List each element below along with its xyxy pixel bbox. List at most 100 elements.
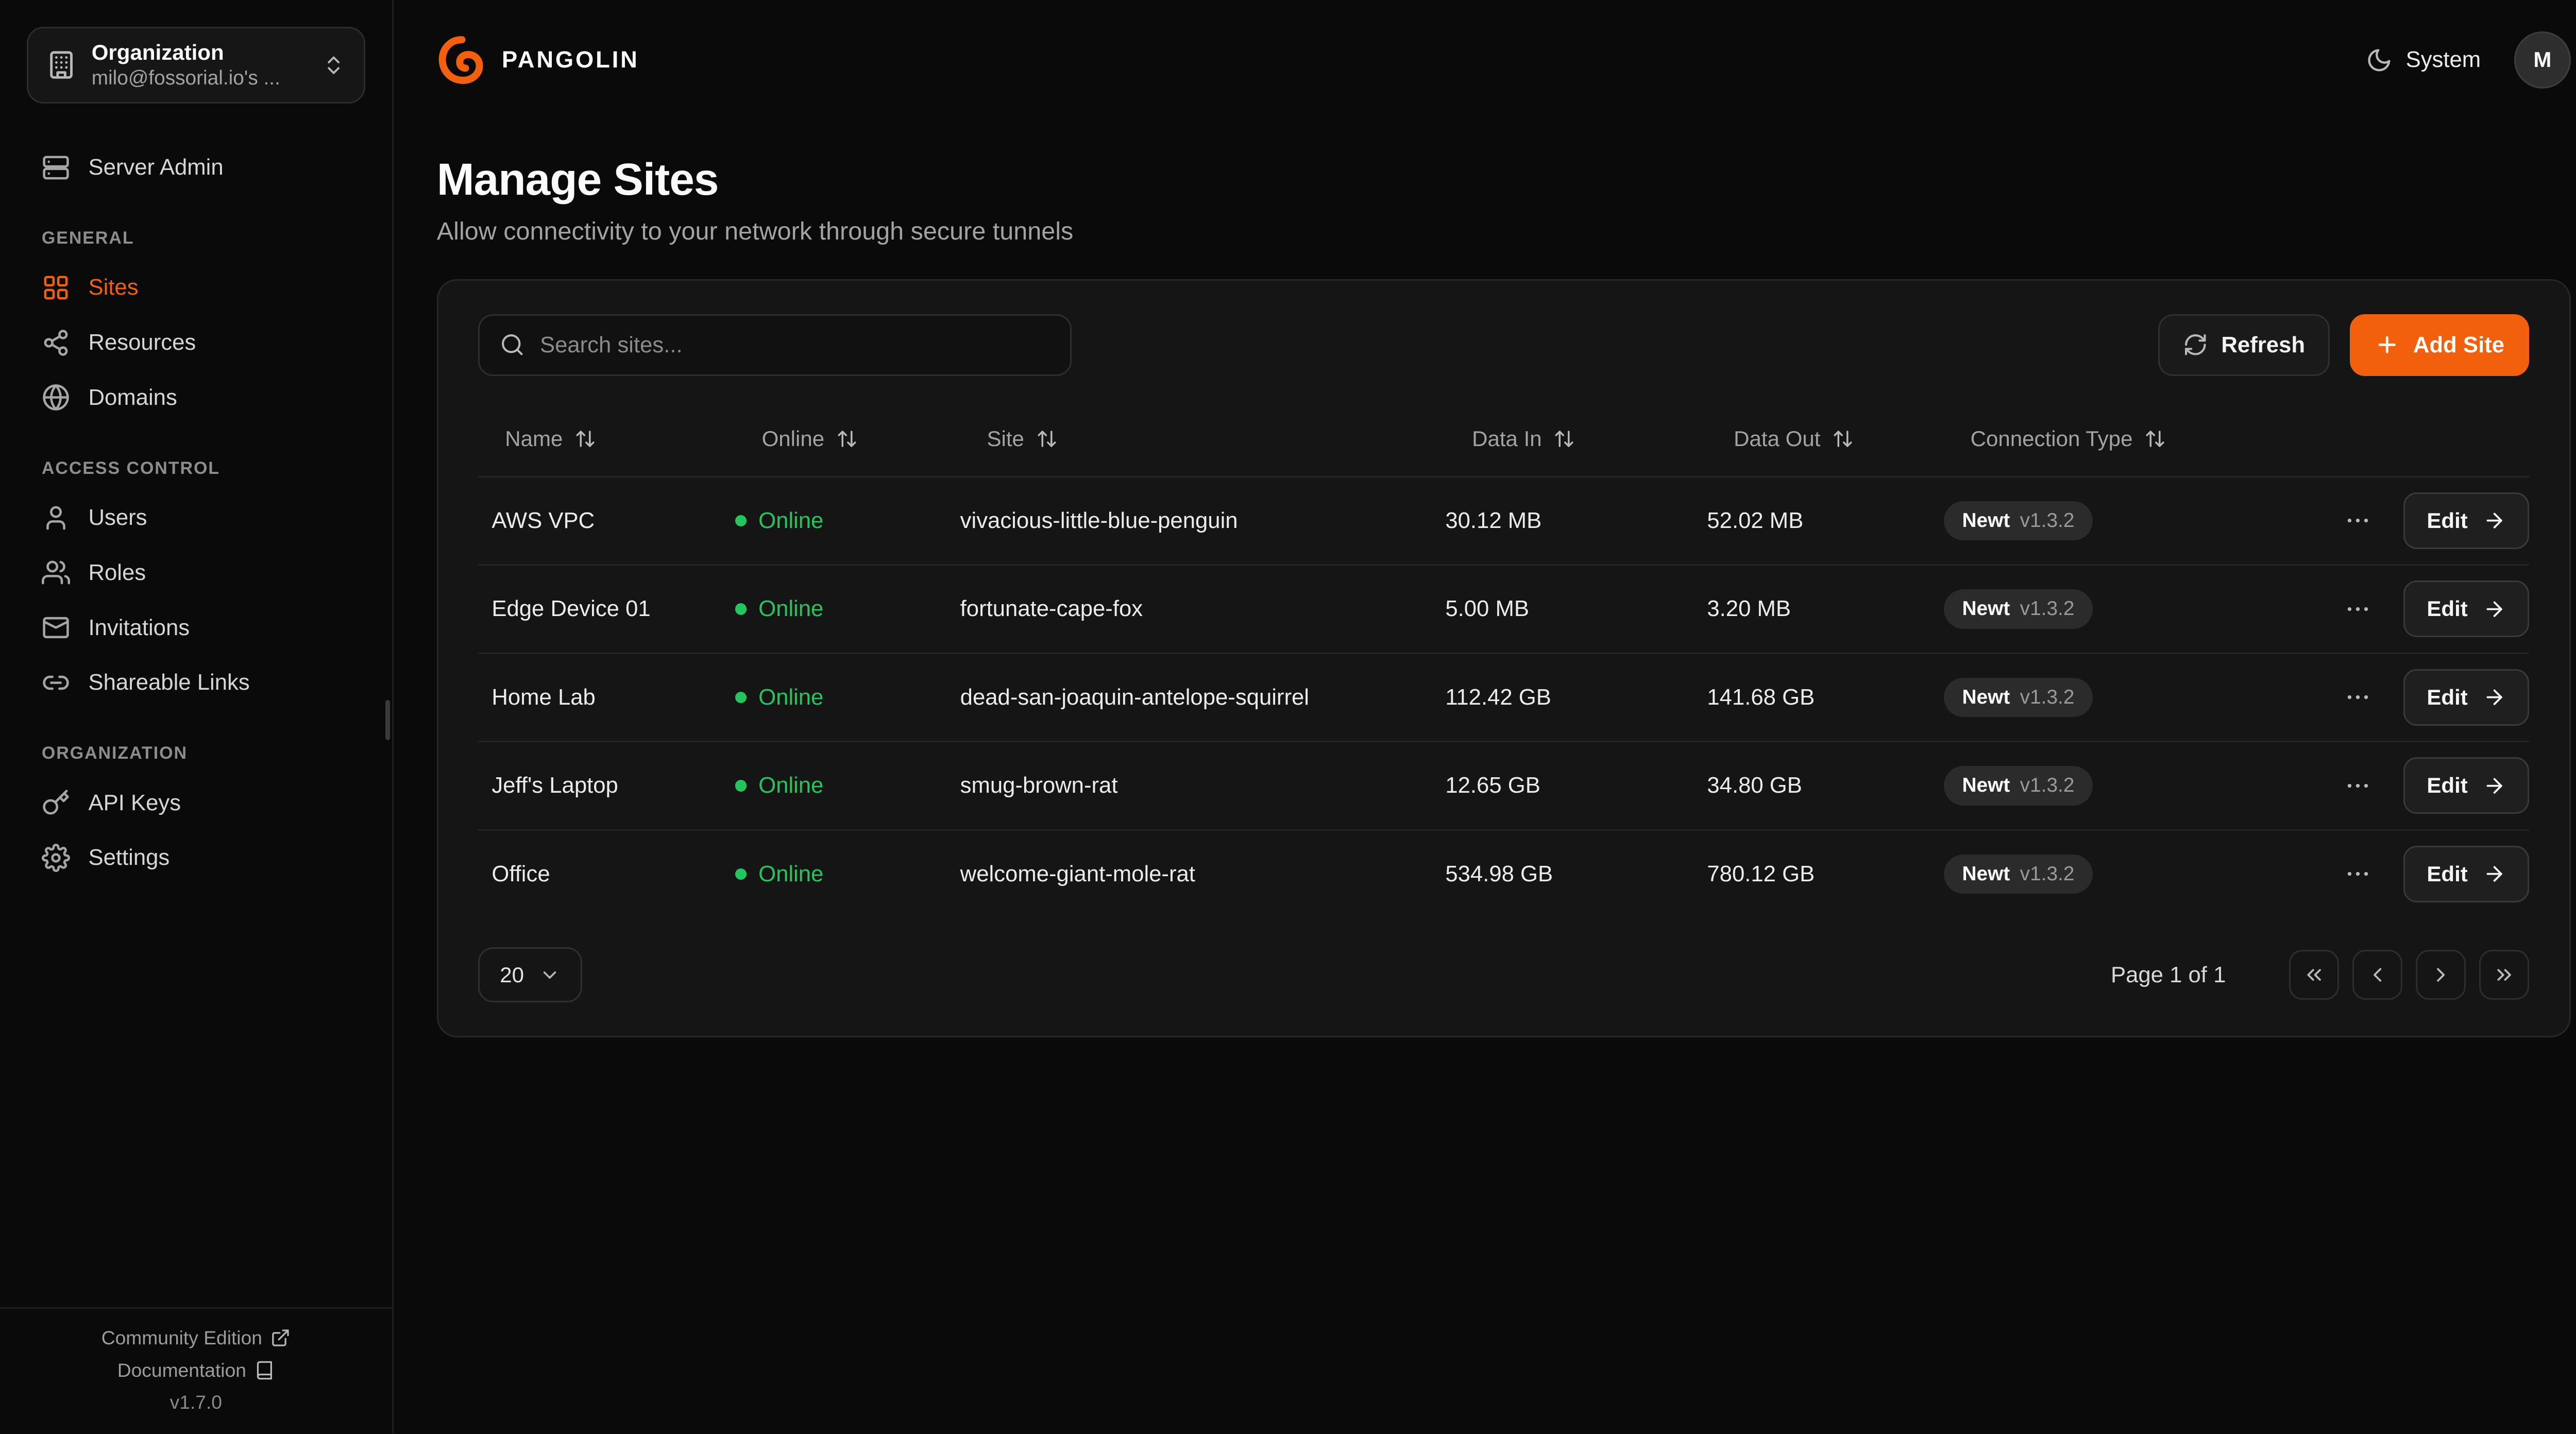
edit-button[interactable]: Edit <box>2403 492 2530 549</box>
arrow-right-icon <box>2483 598 2506 621</box>
connection-type-cell: Newt v1.3.2 <box>1943 501 2337 541</box>
gear-icon <box>41 843 70 872</box>
sidebar-item-label: Resources <box>88 330 196 355</box>
sidebar-item-users[interactable]: Users <box>27 490 365 545</box>
sidebar-item-label: Sites <box>88 275 139 300</box>
edit-label: Edit <box>2427 861 2468 886</box>
book-icon <box>255 1360 275 1380</box>
connection-version: v1.3.2 <box>2020 686 2075 708</box>
sidebar-item-invitations[interactable]: Invitations <box>27 600 365 655</box>
page-header: Manage Sites Allow connectivity to your … <box>394 120 2576 246</box>
sidebar-item-resources[interactable]: Resources <box>27 315 365 370</box>
brand-link[interactable]: PANGOLIN <box>437 35 639 85</box>
org-selector[interactable]: Organization milo@fossorial.io's ... <box>26 26 365 104</box>
resources-icon <box>42 329 70 357</box>
search-input[interactable] <box>539 332 1050 358</box>
refresh-button[interactable]: Refresh <box>2158 314 2330 376</box>
connection-type-cell: Newt v1.3.2 <box>1943 766 2337 806</box>
row-menu-button[interactable] <box>2337 765 2379 807</box>
sidebar-item-label: API Keys <box>88 790 181 815</box>
theme-toggle-button[interactable]: System <box>2366 47 2481 74</box>
sort-icon <box>1553 428 1575 450</box>
sidebar-item-server-admin[interactable]: Server Admin <box>27 140 365 195</box>
card-toolbar: Refresh Add Site <box>478 314 2530 376</box>
documentation-link[interactable]: Documentation <box>117 1359 275 1381</box>
add-site-label: Add Site <box>2413 332 2504 357</box>
online-status: Online <box>735 685 960 710</box>
online-status-label: Online <box>758 596 824 622</box>
sidebar-nav: Server Admin GENERAL Sites Resources Dom <box>27 140 365 885</box>
search-box <box>478 314 1072 376</box>
connection-client: Newt <box>1962 774 2010 797</box>
site-name-cell: AWS VPC <box>492 507 595 533</box>
site-slug-cell: welcome-giant-mole-rat <box>960 861 1195 886</box>
sidebar-section-access-control: ACCESS CONTROL <box>41 458 220 478</box>
moon-icon <box>2366 47 2393 74</box>
sort-icon <box>2144 428 2166 450</box>
theme-label: System <box>2405 47 2481 73</box>
user-icon <box>42 504 70 532</box>
first-page-button[interactable] <box>2289 950 2340 1000</box>
add-site-button[interactable]: Add Site <box>2350 314 2530 376</box>
data-in-cell: 534.98 GB <box>1445 861 1553 886</box>
page-size-select[interactable]: 20 <box>478 947 583 1003</box>
sidebar-item-shareable-links[interactable]: Shareable Links <box>27 655 365 710</box>
community-edition-link[interactable]: Community Edition <box>101 1327 291 1349</box>
sites-table: Name Online Site Data In <box>478 402 2530 917</box>
ellipsis-icon <box>2344 595 2372 623</box>
last-page-button[interactable] <box>2479 950 2530 1000</box>
online-status-label: Online <box>758 507 824 533</box>
avatar[interactable]: M <box>2514 31 2571 89</box>
main-area: PANGOLIN System M Manage Sites Allow con… <box>394 0 2576 1433</box>
ellipsis-icon <box>2344 683 2372 711</box>
next-page-button[interactable] <box>2416 950 2466 1000</box>
data-out-cell: 780.12 GB <box>1707 861 1815 886</box>
edit-label: Edit <box>2427 773 2468 798</box>
edit-button[interactable]: Edit <box>2403 581 2530 638</box>
column-header-data-out[interactable]: Data Out <box>1707 426 1944 451</box>
site-slug-cell: dead-san-joaquin-antelope-squirrel <box>960 684 1310 710</box>
sidebar-item-api-keys[interactable]: API Keys <box>27 775 365 830</box>
connection-client: Newt <box>1962 862 2010 885</box>
org-selector-value: milo@fossorial.io's ... <box>91 67 280 90</box>
sidebar-item-label: Roles <box>88 559 146 585</box>
arrow-right-icon <box>2483 862 2506 885</box>
edit-button[interactable]: Edit <box>2403 757 2530 814</box>
sidebar: Organization milo@fossorial.io's ... Ser… <box>0 0 394 1433</box>
sidebar-item-domains[interactable]: Domains <box>27 370 365 425</box>
sidebar-scrollbar-thumb[interactable] <box>385 700 391 740</box>
external-link-icon <box>270 1328 291 1348</box>
column-header-name[interactable]: Name <box>478 426 735 451</box>
column-label: Name <box>505 426 563 451</box>
data-in-cell: 5.00 MB <box>1445 596 1529 622</box>
online-dot-icon <box>735 515 747 527</box>
row-menu-button[interactable] <box>2337 500 2379 541</box>
edit-button[interactable]: Edit <box>2403 845 2530 902</box>
data-out-cell: 34.80 GB <box>1707 773 1802 798</box>
table-row: Home Lab Online dead-san-joaquin-antelop… <box>478 652 2530 741</box>
connection-client: Newt <box>1962 509 2010 532</box>
arrow-right-icon <box>2483 774 2506 797</box>
column-header-online[interactable]: Online <box>735 426 960 451</box>
sidebar-item-roles[interactable]: Roles <box>27 545 365 600</box>
table-row: AWS VPC Online vivacious-little-blue-pen… <box>478 475 2530 565</box>
plus-icon <box>2375 332 2400 357</box>
row-menu-button[interactable] <box>2337 676 2379 718</box>
column-header-data-in[interactable]: Data In <box>1445 426 1707 451</box>
card-footer: 20 Page 1 of 1 <box>478 947 2530 1003</box>
row-menu-button[interactable] <box>2337 588 2379 630</box>
data-out-cell: 52.02 MB <box>1707 507 1804 533</box>
sidebar-item-settings[interactable]: Settings <box>27 830 365 885</box>
edit-button[interactable]: Edit <box>2403 669 2530 726</box>
pagination: Page 1 of 1 <box>2111 950 2530 1000</box>
globe-icon <box>42 383 70 412</box>
column-header-connection-type[interactable]: Connection Type <box>1944 426 2529 451</box>
building-icon <box>46 50 76 80</box>
prev-page-button[interactable] <box>2352 950 2403 1000</box>
column-header-site[interactable]: Site <box>960 426 1446 451</box>
arrow-right-icon <box>2483 686 2506 709</box>
online-status-label: Online <box>758 861 824 886</box>
row-menu-button[interactable] <box>2337 853 2379 895</box>
sidebar-item-sites[interactable]: Sites <box>27 260 365 315</box>
